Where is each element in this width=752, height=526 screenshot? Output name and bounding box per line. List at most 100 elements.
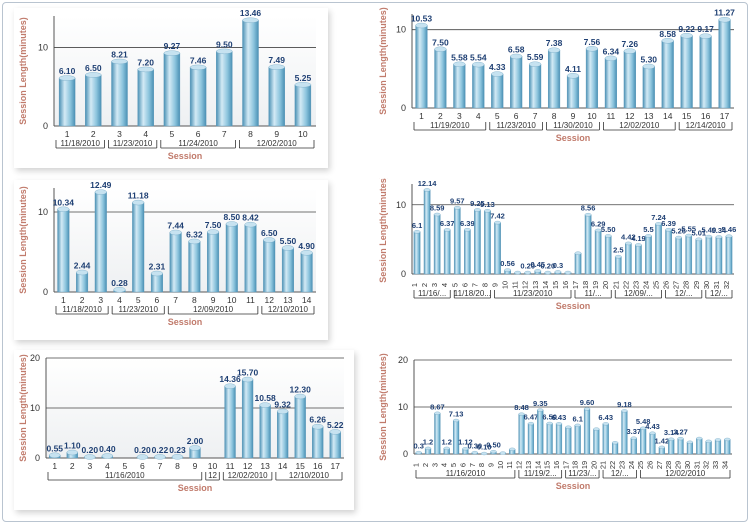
data-label: 5.54	[470, 53, 487, 63]
x-tick-label: 11	[246, 295, 255, 305]
data-label: 9.27	[164, 41, 181, 51]
bar-cap	[434, 411, 441, 415]
bar	[169, 232, 182, 293]
x-tick-label: 12	[264, 295, 274, 305]
x-tick-label: 15	[551, 281, 560, 289]
bar-cap	[111, 58, 128, 65]
data-label: 0.20	[520, 262, 535, 271]
bar	[132, 202, 145, 293]
group-label: 11/19/2...	[524, 469, 557, 478]
x-tick-label: 13	[644, 111, 654, 121]
bar-cap	[281, 245, 294, 251]
data-label: 6.26	[309, 415, 326, 425]
group-label: 11/18/20...	[454, 289, 491, 298]
bar	[611, 442, 619, 455]
x-tick-label: 1	[52, 461, 57, 471]
x-tick-label: 4	[440, 463, 449, 467]
x-tick-label: 27	[672, 281, 681, 289]
y-axis-title: Session Length(minutes)	[18, 17, 28, 125]
x-tick-label: 16	[552, 461, 561, 469]
data-label: 12.30	[290, 385, 312, 395]
chart-panel-2: 0 10 Session Length(minutes) 10.53 1 7.50 2 5.5…	[374, 6, 738, 166]
bar	[585, 48, 599, 109]
x-tick-label: 4	[476, 111, 481, 121]
x-tick-label: 14	[541, 281, 550, 289]
group-label: 12/...	[675, 289, 693, 298]
x-tick-label: 5	[136, 295, 141, 305]
bar-cap	[524, 270, 531, 275]
bar-cap	[554, 270, 562, 274]
bar	[268, 66, 285, 127]
bar	[602, 423, 609, 455]
bar-cap	[294, 393, 306, 400]
bar	[547, 49, 561, 109]
data-label: 11.18	[128, 191, 149, 201]
bar	[453, 207, 461, 275]
x-tick-label: 16	[561, 281, 570, 289]
bar	[529, 64, 542, 109]
data-label: 2.00	[187, 436, 204, 446]
x-tick-label: 14	[533, 461, 542, 469]
x-tick-label: 10	[298, 129, 308, 139]
bar-cap	[188, 238, 201, 245]
x-tick-label: 8	[477, 463, 486, 467]
data-label: 5.48	[636, 417, 651, 426]
x-tick-label: 4	[117, 295, 122, 305]
data-label: 4.19	[631, 234, 646, 243]
x-tick-label: 3	[98, 295, 103, 305]
data-label: 7.26	[622, 39, 639, 49]
x-tick-label: 10	[587, 111, 597, 121]
data-label: 0.55	[46, 443, 63, 453]
bar-cap	[612, 441, 619, 445]
bar	[472, 64, 485, 109]
x-tick-label: 21	[611, 281, 620, 289]
x-axis-title: Session	[168, 317, 203, 327]
bar-cap	[546, 421, 553, 426]
bar	[645, 235, 652, 275]
y-tick-label: 0	[401, 269, 406, 279]
x-tick-label: 11	[505, 461, 514, 469]
bar	[625, 243, 632, 275]
bar	[413, 231, 421, 275]
bar-cap	[604, 55, 617, 61]
y-tick-label: 10	[398, 402, 408, 412]
chart-6: 0 10 20 Session Length(minutes) 0.3 1 1.2 2 8.67…	[378, 353, 732, 491]
bar-cap	[677, 437, 684, 441]
bar	[566, 75, 580, 109]
y-axis-title: Session Length(minutes)	[378, 178, 388, 283]
group-label: 11/18/2010	[62, 305, 102, 314]
chart-2: 0 10 Session Length(minutes) 10.53 1 7.50 2 5.5…	[378, 7, 735, 143]
data-label: 3.14	[664, 428, 679, 437]
bar	[630, 437, 637, 455]
bar	[527, 423, 535, 455]
bar	[277, 411, 289, 459]
bar	[474, 209, 481, 275]
bar-cap	[649, 431, 656, 435]
x-tick-label: 28	[664, 461, 673, 469]
bar	[594, 230, 602, 275]
x-tick-label: 20	[589, 461, 598, 469]
group-label: 11/23/2010	[496, 121, 536, 130]
bar	[163, 52, 181, 127]
x-tick-label: 13	[531, 281, 540, 289]
data-label: 8.48	[514, 403, 529, 412]
bar-cap	[499, 451, 506, 455]
group-label: 12/...	[611, 469, 629, 478]
bar-cap	[565, 425, 572, 429]
bar-cap	[163, 50, 181, 56]
bar-cap	[137, 66, 154, 73]
x-tick-label: 4	[440, 283, 449, 287]
x-tick-label: 15	[295, 461, 305, 471]
bar	[294, 396, 306, 459]
bar-cap	[548, 47, 561, 53]
group-label: 12/...	[710, 289, 728, 298]
x-tick-label: 1	[410, 283, 419, 287]
bar-cap	[259, 402, 271, 408]
x-tick-label: 11	[606, 111, 615, 121]
x-tick-label: 23	[631, 281, 640, 289]
data-label: 7.42	[490, 212, 505, 221]
bar	[76, 272, 89, 293]
x-axis-title: Session	[556, 481, 591, 491]
data-label: 4.33	[489, 62, 506, 72]
data-label: 2.5	[613, 246, 623, 255]
